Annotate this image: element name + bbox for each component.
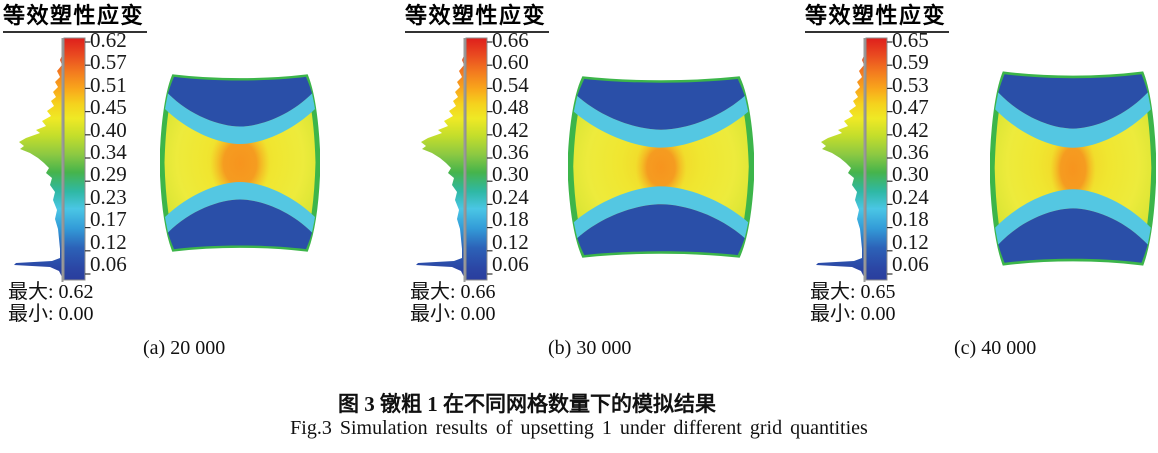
max-min-readout: 最大: 0.66 最小: 0.00 bbox=[410, 281, 496, 325]
panel-caption: (b) 30 000 bbox=[548, 337, 632, 359]
bottom-die-zone bbox=[995, 189, 1151, 263]
strain-contour-plot bbox=[160, 74, 320, 252]
colorbar-tick-label: 0.34 bbox=[90, 139, 127, 164]
legend-title: 等效塑性应变 bbox=[405, 3, 550, 33]
colorbar-tick-label: 0.48 bbox=[492, 95, 529, 120]
top-die-zone bbox=[165, 76, 315, 145]
colorbar-tick-label: 0.23 bbox=[90, 184, 127, 209]
colorbar-tick-labels: 0.66 0.60 0.54 0.48 0.42 0.36 0.30 0.24 … bbox=[492, 29, 542, 275]
strain-contour-plot bbox=[990, 71, 1156, 266]
panel-c: 等效塑性应变 0.65 0.59 0.53 0.47 0.42 0.36 0.3… bbox=[802, 0, 1158, 365]
colorbar bbox=[865, 37, 888, 281]
distribution-histogram bbox=[816, 51, 866, 279]
colorbar-tick-label: 0.45 bbox=[90, 95, 127, 120]
colorbar-tick-label: 0.18 bbox=[492, 207, 529, 232]
colorbar-tick-labels: 0.65 0.59 0.53 0.47 0.42 0.36 0.30 0.24 … bbox=[892, 29, 942, 275]
distribution-histogram bbox=[14, 51, 64, 279]
figure-caption-english: Fig.3 Simulation results of upsetting 1 … bbox=[290, 417, 868, 439]
max-value-label: 最大: 0.62 bbox=[8, 281, 94, 303]
colorbar-tick-label: 0.29 bbox=[90, 162, 127, 187]
colorbar-tick-label: 0.62 bbox=[90, 28, 127, 52]
bottom-die-zone bbox=[165, 181, 315, 250]
colorbar-tick-label: 0.53 bbox=[892, 72, 929, 97]
high-strain-core bbox=[210, 124, 270, 203]
colorbar-tick-label: 0.59 bbox=[892, 50, 929, 75]
figure-caption-chinese: 图 3 镦粗 1 在不同网格数量下的模拟结果 bbox=[338, 392, 716, 416]
colorbar-tick-labels: 0.62 0.57 0.51 0.45 0.40 0.34 0.29 0.23 … bbox=[90, 29, 140, 275]
colorbar-tick-label: 0.42 bbox=[892, 117, 929, 142]
colorbar-tick-label: 0.06 bbox=[492, 251, 529, 276]
colorbar-tick-label: 0.12 bbox=[492, 229, 529, 254]
strain-contour-plot bbox=[568, 76, 754, 258]
legend-title: 等效塑性应变 bbox=[805, 3, 950, 33]
panel-a: 等效塑性应变 0.62 0.57 0.51 0.45 0.40 0.34 0.2… bbox=[0, 0, 392, 365]
colorbar-tick-label: 0.51 bbox=[90, 72, 127, 97]
colorbar-tick-label: 0.17 bbox=[90, 207, 127, 232]
max-value-label: 最大: 0.66 bbox=[410, 281, 496, 303]
colorbar-tick-label: 0.24 bbox=[492, 184, 529, 209]
colorbar bbox=[63, 37, 86, 281]
colorbar-and-histogram bbox=[816, 37, 893, 282]
colorbar-tick-label: 0.18 bbox=[892, 207, 929, 232]
max-min-readout: 最大: 0.65 最小: 0.00 bbox=[810, 281, 896, 325]
colorbar-tick-label: 0.12 bbox=[90, 229, 127, 254]
colorbar-tick-label: 0.06 bbox=[90, 251, 127, 276]
min-value-label: 最小: 0.00 bbox=[810, 303, 896, 325]
panel-caption: (c) 40 000 bbox=[954, 337, 1037, 359]
colorbar-tick-label: 0.66 bbox=[492, 28, 529, 52]
high-strain-core bbox=[635, 133, 687, 202]
colorbar-tick-label: 0.30 bbox=[492, 162, 529, 187]
colorbar-tick-label: 0.12 bbox=[892, 229, 929, 254]
colorbar-tick-label: 0.57 bbox=[90, 50, 127, 75]
min-value-label: 最小: 0.00 bbox=[410, 303, 496, 325]
colorbar-ticks bbox=[487, 41, 493, 275]
colorbar-tick-label: 0.36 bbox=[492, 139, 529, 164]
colorbar-tick-label: 0.36 bbox=[892, 139, 929, 164]
panel-b: 等效塑性应变 0.66 0.60 0.54 0.48 0.42 0.36 0.3… bbox=[402, 0, 794, 365]
colorbar-tick-label: 0.24 bbox=[892, 184, 929, 209]
max-min-readout: 最大: 0.62 最小: 0.00 bbox=[8, 281, 94, 325]
colorbar-ticks bbox=[85, 41, 91, 275]
distribution-histogram bbox=[416, 51, 466, 279]
colorbar-tick-label: 0.42 bbox=[492, 117, 529, 142]
colorbar-tick-label: 0.30 bbox=[892, 162, 929, 187]
colorbar bbox=[465, 37, 488, 281]
top-die-zone bbox=[995, 74, 1151, 148]
min-value-label: 最小: 0.00 bbox=[8, 303, 94, 325]
max-value-label: 最大: 0.65 bbox=[810, 281, 896, 303]
colorbar-and-histogram bbox=[14, 37, 91, 282]
colorbar-tick-label: 0.06 bbox=[892, 251, 929, 276]
colorbar-ticks bbox=[887, 41, 893, 275]
colorbar-tick-label: 0.40 bbox=[90, 117, 127, 142]
colorbar-tick-label: 0.47 bbox=[892, 95, 929, 120]
colorbar-tick-label: 0.54 bbox=[492, 72, 529, 97]
colorbar-tick-label: 0.60 bbox=[492, 50, 529, 75]
high-strain-core bbox=[1050, 130, 1096, 208]
colorbar-and-histogram bbox=[416, 37, 493, 282]
legend-title: 等效塑性应变 bbox=[3, 3, 148, 33]
colorbar-tick-label: 0.65 bbox=[892, 28, 929, 52]
panel-caption: (a) 20 000 bbox=[143, 337, 226, 359]
bottom-die-zone bbox=[573, 186, 749, 256]
top-die-zone bbox=[573, 78, 749, 148]
